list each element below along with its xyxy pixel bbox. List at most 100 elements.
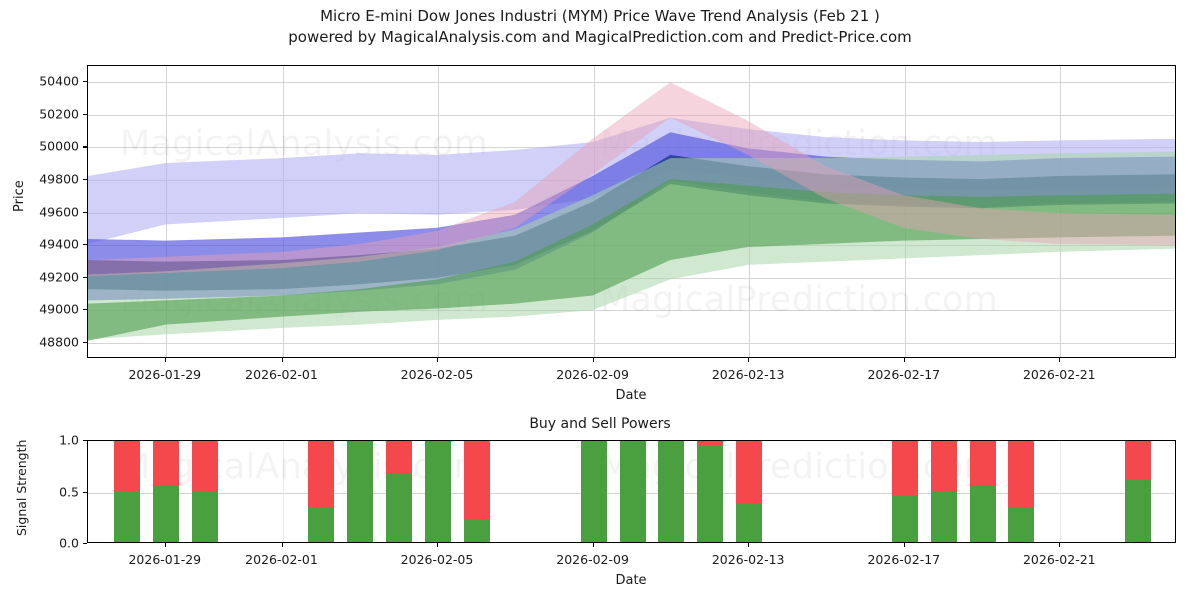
signal-bar[interactable] [580, 441, 607, 542]
buy-power-segment [347, 442, 374, 542]
signal-bar[interactable] [736, 441, 763, 542]
price-y-tick: 50000 [39, 138, 79, 154]
buy-power-segment [930, 490, 957, 542]
buy-power-segment [969, 485, 996, 542]
signal-bar[interactable] [969, 441, 996, 542]
tick-mark [1059, 543, 1061, 547]
sell-power-segment [308, 441, 335, 507]
sell-power-segment [386, 441, 413, 473]
tick-mark [83, 211, 87, 213]
price-y-tick: 48800 [39, 334, 79, 350]
tick-mark [83, 244, 87, 246]
price-y-tick: 49400 [39, 236, 79, 252]
buy-power-segment [425, 442, 451, 542]
tick-mark [592, 358, 594, 362]
buy-power-segment [113, 490, 140, 542]
sell-power-segment [1125, 441, 1152, 481]
sell-power-segment [152, 441, 179, 486]
tick-mark [83, 543, 87, 545]
price-wave-bands [88, 82, 1175, 341]
signal-plot-area: MagicalAnalysis.com MagicalPrediction.co… [87, 440, 1176, 543]
signal-bar[interactable] [191, 441, 218, 542]
signal-x-tick: 2026-02-05 [400, 552, 474, 567]
signal-bar[interactable] [658, 441, 685, 542]
tick-mark [437, 543, 439, 547]
buy-power-segment [191, 490, 218, 542]
sell-power-segment [347, 441, 374, 443]
title-line-1: Micro E-mini Dow Jones Industri (MYM) Pr… [320, 7, 880, 25]
tick-mark [748, 543, 750, 547]
price-x-tick: 2026-02-17 [867, 367, 941, 382]
signal-y-tick: 0.5 [59, 484, 79, 499]
tick-mark [437, 358, 439, 362]
tick-mark [83, 146, 87, 148]
tick-mark [748, 358, 750, 362]
tick-mark [164, 543, 166, 547]
price-plot-area: MagicalAnalysis.com MagicalPrediction.co… [87, 65, 1176, 358]
price-x-tick: 2026-02-01 [245, 367, 318, 382]
tick-mark [903, 543, 905, 547]
sell-power-segment [969, 441, 996, 486]
sell-power-segment [697, 441, 724, 447]
price-y-tick: 49600 [39, 204, 79, 219]
signal-bar[interactable] [1008, 441, 1035, 542]
signal-y-tick: 1.0 [59, 432, 79, 448]
signal-y-axis-label: Signal Strength [14, 439, 29, 536]
signal-x-axis-label: Date [615, 573, 647, 588]
tick-mark [903, 358, 905, 362]
wave-band [88, 82, 1175, 277]
price-x-axis-label: Date [615, 388, 647, 403]
tick-mark [83, 178, 87, 181]
sell-power-segment [736, 441, 763, 503]
page-title: Micro E-mini Dow Jones Industri (MYM) Pr… [0, 6, 1200, 48]
sell-power-segment [463, 441, 490, 520]
tick-mark [83, 491, 87, 493]
buy-power-segment [1008, 507, 1035, 542]
price-x-tick: 2026-02-21 [1022, 367, 1096, 382]
tick-mark [83, 81, 87, 83]
sell-power-segment [425, 441, 451, 443]
buy-power-segment [658, 441, 685, 542]
signal-bar[interactable] [891, 441, 918, 542]
tick-mark [83, 440, 87, 442]
signal-chart-title: Buy and Sell Powers [529, 416, 671, 432]
price-y-axis-label: Price [12, 180, 27, 212]
price-x-tick: 2026-02-13 [711, 367, 785, 382]
signal-bar[interactable] [425, 441, 451, 542]
signal-bar[interactable] [697, 441, 724, 542]
gridline-v [1060, 441, 1062, 542]
sell-power-segment [1008, 441, 1035, 507]
signal-bar[interactable] [386, 441, 413, 542]
gridline-h [88, 310, 1175, 312]
gridline-v [282, 441, 284, 542]
sell-power-segment [113, 441, 140, 491]
signal-bar[interactable] [463, 441, 490, 542]
tick-mark [83, 309, 87, 311]
signal-x-tick: 2026-02-21 [1022, 552, 1096, 567]
signal-bar[interactable] [930, 441, 957, 542]
price-y-tick: 49000 [39, 301, 79, 317]
signal-x-tick: 2026-02-17 [867, 552, 941, 567]
buy-power-segment [580, 441, 607, 542]
tick-mark [281, 358, 283, 362]
signal-y-tick: 0.0 [59, 535, 79, 551]
buy-power-segment [619, 441, 646, 542]
tick-mark [164, 358, 166, 362]
signal-bar[interactable] [308, 441, 335, 542]
price-y-tick: 49200 [39, 269, 79, 285]
buy-power-segment [1125, 480, 1152, 542]
wave-band [88, 179, 1175, 341]
sell-power-segment [930, 441, 957, 491]
signal-bar[interactable] [1125, 441, 1152, 542]
signal-bar[interactable] [347, 441, 374, 542]
signal-bar[interactable] [619, 441, 646, 542]
price-x-tick: 2026-02-09 [556, 367, 629, 382]
price-y-tick: 50400 [39, 73, 79, 89]
signal-bar[interactable] [113, 441, 140, 542]
buy-power-segment [152, 485, 179, 542]
tick-mark [83, 341, 87, 343]
signal-bar[interactable] [152, 441, 179, 542]
gridline-h [88, 114, 1175, 116]
signal-x-tick: 2026-02-01 [245, 552, 318, 567]
